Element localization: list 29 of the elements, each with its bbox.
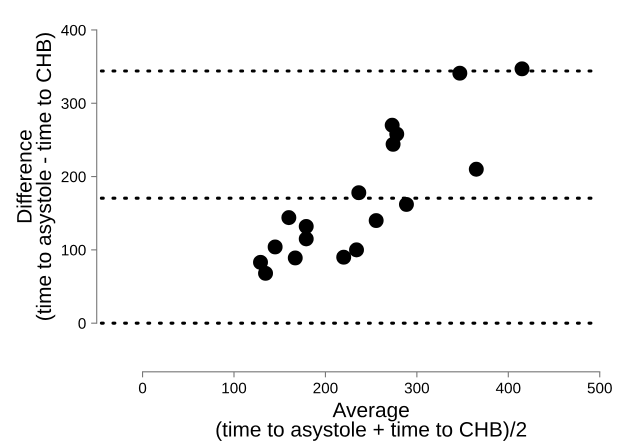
point [336,250,352,265]
x-tick-label: 200 [313,382,338,394]
point [298,218,314,234]
point [288,250,303,266]
point [368,213,384,228]
point [452,66,468,81]
x-axis-title: Average (time to asystole + time to CHB)/2 [216,402,526,441]
point [281,210,296,226]
x-tick-label: 0 [138,382,146,394]
x-tick-label: 400 [496,382,520,394]
x-tick-label: 300 [404,382,430,394]
point [349,242,364,258]
y-tick-label: 300 [61,98,86,109]
point [386,136,401,152]
point [468,162,484,177]
point [268,239,283,254]
y-tick-label: 400 [61,24,86,36]
point [253,254,268,270]
y-axis-title: Difference (time to asystole - time to CHB) [16,33,56,320]
y-tick-label: 200 [62,171,86,182]
point [258,266,273,281]
point [398,196,414,212]
y-tick-label: 100 [62,244,86,256]
x-tick-label: 100 [222,382,246,394]
point [351,185,366,200]
y-tick-label: 0 [78,318,86,329]
point [514,61,530,76]
x-tick-label: 500 [588,382,612,394]
point [298,231,314,246]
